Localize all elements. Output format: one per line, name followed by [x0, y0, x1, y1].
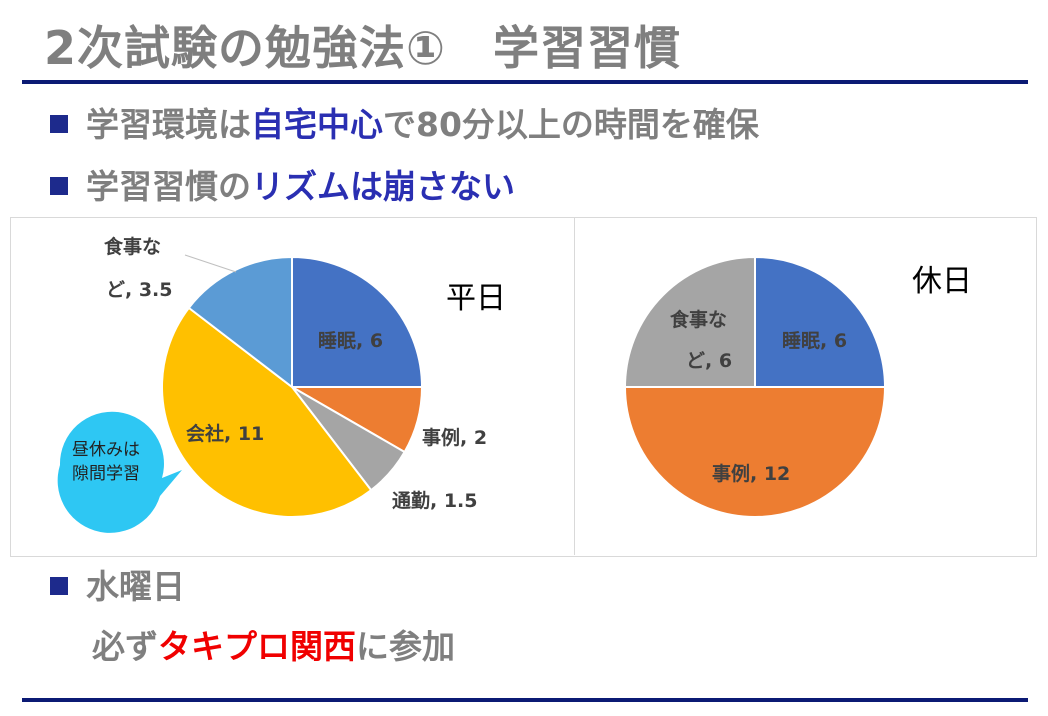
- bullet-square-icon: [50, 114, 68, 133]
- detail-prefix: 必ず: [92, 627, 158, 666]
- bullet-square-icon: [50, 576, 68, 595]
- wednesday-detail: 必ずタキプロ関西に参加: [92, 620, 455, 668]
- holiday-label-sleep: 睡眠, 6: [782, 330, 847, 352]
- holiday-chart-title: 休日: [912, 264, 972, 299]
- bullet-text-prefix: 学習環境は: [86, 105, 251, 144]
- bullet-text-prefix: 学習習慣の: [86, 167, 251, 206]
- leader-line: [184, 254, 237, 273]
- holiday-pie-chart: [623, 255, 887, 518]
- callout-line2: 隙間学習: [72, 464, 140, 484]
- weekday-label-work: 会社, 11: [186, 422, 264, 445]
- weekday-label-commute: 通勤, 1.5: [392, 489, 478, 512]
- holiday-label-case: 事例, 12: [712, 462, 790, 485]
- footer-rule: [22, 698, 1028, 702]
- page-title: 2次試験の勉強法① 学習習慣: [44, 21, 681, 75]
- bullet-text-suffix: で80分以上の時間を確保: [383, 105, 759, 144]
- bullet-square-icon: [50, 176, 68, 195]
- holiday-label-meal-line1: 食事な: [670, 308, 727, 331]
- chart-divider: [574, 217, 575, 555]
- bullet-study-environment: 学習環境は自宅中心で80分以上の時間を確保: [50, 98, 759, 146]
- holiday-pie-slice-0: [754, 255, 887, 388]
- bullet-highlight: 自宅中心: [251, 105, 383, 144]
- weekday-label-meal-line2: ど, 3.5: [106, 279, 173, 301]
- detail-highlight: タキプロ関西: [158, 627, 356, 666]
- weekday-label-case: 事例, 2: [422, 426, 487, 449]
- weekday-label-meal-line1: 食事な: [104, 235, 161, 258]
- weekday-pie-slice-3: [161, 306, 373, 518]
- title-underline: [22, 80, 1028, 84]
- callout-line1: 昼休みは: [72, 440, 140, 460]
- weekday-pie-chart: [161, 255, 424, 518]
- holiday-label-meal-line2: ど, 6: [686, 350, 732, 372]
- bullet-highlight: リズムは崩さない: [251, 167, 515, 206]
- weekday-label-sleep: 睡眠, 6: [318, 330, 383, 352]
- weekday-pie-slice-0: [291, 255, 424, 388]
- holiday-pie-slice-1: [623, 386, 887, 518]
- detail-suffix: に参加: [356, 627, 455, 666]
- bullet-text: 水曜日: [86, 567, 185, 606]
- callout-bubble: [57, 411, 182, 533]
- holiday-pie-slice-2: [623, 255, 756, 388]
- bullet-wednesday: 水曜日: [50, 560, 185, 608]
- weekday-chart-title: 平日: [446, 281, 506, 316]
- lunch-callout: 昼休みは 隙間学習: [57, 411, 182, 533]
- weekday-pie-slice-4: [187, 255, 293, 390]
- bullet-study-habit: 学習習慣のリズムは崩さない: [50, 160, 515, 208]
